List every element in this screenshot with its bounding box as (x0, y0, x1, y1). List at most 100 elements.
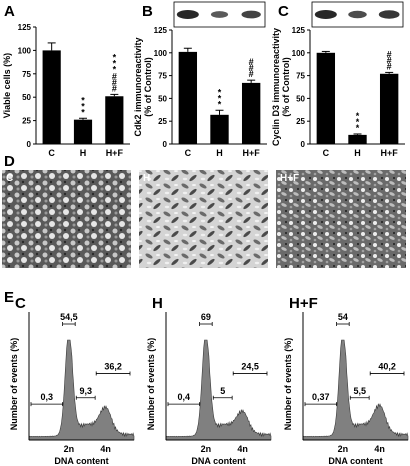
significance-mark: * (356, 123, 360, 133)
bar (316, 52, 336, 144)
x-tick-label: 4n (237, 444, 248, 454)
dna-histogram-area (165, 339, 272, 441)
micrograph-hf (276, 170, 406, 268)
panel-letter-c: C (278, 3, 289, 20)
significance-mark: # (387, 61, 392, 71)
category-label: H (354, 148, 361, 158)
histogram-title: H+F (289, 295, 318, 312)
significance-mark: # (249, 63, 254, 73)
significance-mark: * (356, 117, 360, 127)
y-axis-title: Cyclin D3 immunoreactivity(% of Control) (271, 28, 291, 146)
x-tick-label: 2n (201, 444, 212, 454)
category-label: C (48, 148, 55, 158)
bar (178, 51, 198, 144)
bar (348, 134, 367, 144)
y-axis-title: Cdk2 immunoreactivity(% of Control) (133, 37, 153, 136)
y-tick-label: 125 (154, 26, 168, 35)
gate-percentage-label: 0,3 (41, 392, 54, 402)
significance-mark: * (81, 95, 85, 105)
blot-band (314, 10, 337, 19)
significance-mark: # (387, 55, 392, 65)
category-label: H+F (381, 148, 399, 158)
bar (241, 82, 261, 144)
significance-mark: * (113, 58, 117, 68)
x-tick-label: 4n (374, 444, 385, 454)
micrograph-panel: C H H+F (2, 170, 406, 268)
bar (73, 119, 93, 144)
gate-percentage-label: 0,4 (178, 392, 191, 402)
significance-mark: * (356, 111, 360, 121)
y-tick-label: 0 (301, 140, 306, 149)
gate-percentage-label: 5,5 (353, 386, 366, 396)
gate-percentage-label: 40,2 (378, 361, 396, 371)
y-tick-label: 75 (296, 72, 305, 81)
histogram-h: H Number of events (%) 2n 4n DNA content 0,4 6… (146, 295, 272, 466)
gate-percentage-label: 54 (338, 312, 348, 322)
panel-letter-d: D (4, 153, 15, 170)
significance-mark: # (112, 77, 117, 87)
panel-letter-e: E (4, 289, 14, 306)
gate-percentage-label: 24,5 (241, 361, 259, 371)
y-tick-label: 100 (18, 46, 32, 55)
micrograph-label-h: H (143, 173, 150, 184)
bar (210, 114, 229, 144)
gate-percentage-label: 0,37 (312, 392, 330, 402)
category-label: H+F (106, 148, 124, 158)
category-label: C (185, 148, 192, 158)
y-tick-label: 100 (154, 49, 168, 58)
bar (379, 73, 399, 144)
y-tick-label: 25 (22, 117, 31, 126)
y-tick-label: 50 (296, 94, 305, 103)
significance-mark: * (113, 52, 117, 62)
blot-band (348, 10, 367, 19)
micrograph-h (139, 170, 268, 268)
y-tick-label: 50 (22, 93, 31, 102)
y-axis-title: Number of events (%) (283, 338, 293, 431)
y-tick-label: 75 (22, 70, 31, 79)
dna-histogram-area (302, 339, 409, 441)
significance-mark: * (218, 87, 222, 97)
histogram-title: C (15, 295, 26, 312)
bar (105, 96, 124, 144)
y-tick-label: 100 (292, 49, 306, 58)
significance-mark: # (387, 49, 392, 59)
blot-band (378, 10, 400, 19)
significance-mark: * (81, 101, 85, 111)
y-axis-title: Number of events (%) (9, 338, 19, 431)
significance-mark: * (218, 93, 222, 103)
gate-percentage-label: 9,3 (79, 386, 92, 396)
category-label: H (216, 148, 223, 158)
x-tick-label: 2n (338, 444, 349, 454)
y-tick-label: 25 (158, 117, 167, 126)
category-label: H+F (243, 148, 261, 158)
y-tick-label: 50 (158, 94, 167, 103)
gate-percentage-label: 5 (220, 386, 225, 396)
category-label: H (80, 148, 87, 158)
bar (42, 50, 61, 144)
histogram-title: H (152, 295, 163, 312)
histogram-hf: H+F Number of events (%) 2n 4n DNA content 0,… (283, 295, 409, 466)
histogram-control: C Number of events (%) 2n 4n DNA content 0,3 5… (9, 295, 135, 466)
gate-percentage-label: 36,2 (104, 361, 122, 371)
category-label: C (323, 148, 330, 158)
significance-mark: * (81, 107, 85, 117)
gate-percentage-label: 54,5 (60, 312, 78, 322)
blot-band (241, 10, 261, 19)
y-axis-title: Viable cells (%) (2, 53, 12, 118)
panel-letter-b: B (142, 3, 153, 20)
significance-mark: * (113, 64, 117, 74)
y-axis-title: Number of events (%) (146, 338, 156, 431)
y-tick-label: 125 (292, 26, 306, 35)
x-axis-title: DNA content (328, 456, 382, 466)
x-axis-title: DNA content (54, 456, 108, 466)
y-tick-label: 0 (163, 140, 168, 149)
significance-mark: # (112, 83, 117, 93)
micrograph-label-hf: H+F (280, 173, 299, 184)
y-tick-label: 25 (296, 117, 305, 126)
dna-histogram-area (28, 339, 135, 441)
x-tick-label: 2n (64, 444, 75, 454)
